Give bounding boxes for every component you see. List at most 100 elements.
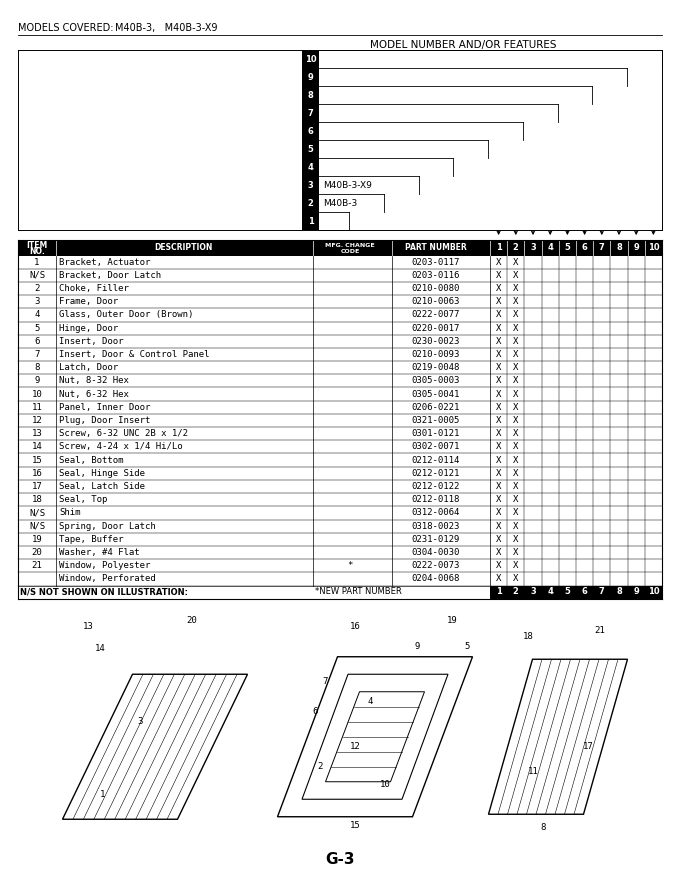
Text: X: X <box>496 535 501 544</box>
Text: 9: 9 <box>307 72 313 82</box>
Text: Glass, Outer Door (Brown): Glass, Outer Door (Brown) <box>59 311 193 320</box>
Text: 5: 5 <box>307 144 313 153</box>
Text: 8: 8 <box>307 91 313 100</box>
Text: 6: 6 <box>312 708 318 716</box>
Text: 0203-0116: 0203-0116 <box>412 271 460 279</box>
Text: 2: 2 <box>513 587 519 596</box>
Text: 1: 1 <box>496 243 502 252</box>
Text: MODELS COVERED:: MODELS COVERED: <box>18 23 114 33</box>
Text: 0321-0005: 0321-0005 <box>412 416 460 425</box>
Text: 7: 7 <box>599 243 605 252</box>
Text: Frame, Door: Frame, Door <box>59 297 118 306</box>
Text: MFG. CHANGE: MFG. CHANGE <box>325 243 375 247</box>
Text: 0222-0077: 0222-0077 <box>412 311 460 320</box>
Text: 0305-0003: 0305-0003 <box>412 376 460 385</box>
Text: X: X <box>513 403 518 412</box>
Text: 3: 3 <box>137 717 143 726</box>
Text: 5: 5 <box>564 243 571 252</box>
Text: X: X <box>496 562 501 570</box>
Text: X: X <box>513 350 518 359</box>
Text: 0318-0023: 0318-0023 <box>412 522 460 530</box>
Text: 0305-0041: 0305-0041 <box>412 390 460 399</box>
Text: 0301-0121: 0301-0121 <box>412 429 460 438</box>
Text: X: X <box>496 574 501 584</box>
Text: X: X <box>513 495 518 505</box>
Text: X: X <box>513 548 518 557</box>
Text: 4: 4 <box>367 697 373 707</box>
Text: X: X <box>496 522 501 530</box>
Bar <box>490 586 662 598</box>
Text: X: X <box>513 429 518 438</box>
Text: 9: 9 <box>414 642 420 651</box>
Text: X: X <box>496 390 501 399</box>
Text: 3: 3 <box>530 587 536 596</box>
Text: X: X <box>513 271 518 279</box>
Text: 16: 16 <box>32 469 42 478</box>
Text: Hinge, Door: Hinge, Door <box>59 324 118 333</box>
Text: X: X <box>496 311 501 320</box>
Text: Seal, Bottom: Seal, Bottom <box>59 456 124 465</box>
Text: Tape, Buffer: Tape, Buffer <box>59 535 124 544</box>
Text: 8: 8 <box>616 243 622 252</box>
Text: X: X <box>496 297 501 306</box>
Text: Seal, Latch Side: Seal, Latch Side <box>59 482 145 491</box>
Text: N/S NOT SHOWN ON ILLUSTRATION:: N/S NOT SHOWN ON ILLUSTRATION: <box>20 587 188 596</box>
Text: 3: 3 <box>34 297 39 306</box>
Text: 9: 9 <box>633 587 639 596</box>
Text: X: X <box>513 469 518 478</box>
Text: X: X <box>513 363 518 372</box>
Text: Latch, Door: Latch, Door <box>59 363 118 372</box>
Text: 7: 7 <box>34 350 39 359</box>
Text: 15: 15 <box>350 821 360 829</box>
Text: MODEL NUMBER AND/OR FEATURES: MODEL NUMBER AND/OR FEATURES <box>370 40 556 50</box>
Text: 17: 17 <box>583 742 594 751</box>
Text: 2: 2 <box>34 284 39 293</box>
Text: X: X <box>496 548 501 557</box>
Text: 14: 14 <box>95 644 105 653</box>
Text: X: X <box>496 271 501 279</box>
Text: Insert, Door: Insert, Door <box>59 336 124 346</box>
Text: 8: 8 <box>541 822 545 831</box>
Text: 20: 20 <box>186 616 197 625</box>
Text: Seal, Hinge Side: Seal, Hinge Side <box>59 469 145 478</box>
Text: N/S: N/S <box>29 522 45 530</box>
Text: 0304-0030: 0304-0030 <box>412 548 460 557</box>
Text: 4: 4 <box>307 163 313 172</box>
Text: 9: 9 <box>633 243 639 252</box>
Text: ITEM: ITEM <box>27 240 48 249</box>
Text: 11: 11 <box>528 767 539 776</box>
Text: 21: 21 <box>32 562 42 570</box>
Text: 0212-0118: 0212-0118 <box>412 495 460 505</box>
Text: 0210-0063: 0210-0063 <box>412 297 460 306</box>
Text: 12: 12 <box>350 742 360 751</box>
Text: Screw, 4-24 x 1/4 Hi/Lo: Screw, 4-24 x 1/4 Hi/Lo <box>59 442 183 451</box>
Text: 1: 1 <box>307 216 313 225</box>
Text: NO.: NO. <box>29 247 45 255</box>
Text: G-3: G-3 <box>325 853 355 868</box>
Text: 0212-0122: 0212-0122 <box>412 482 460 491</box>
Text: X: X <box>513 522 518 530</box>
Text: 8: 8 <box>34 363 39 372</box>
Text: Shim: Shim <box>59 508 80 517</box>
Text: 12: 12 <box>32 416 42 425</box>
Text: X: X <box>496 416 501 425</box>
Text: X: X <box>496 429 501 438</box>
Text: 2: 2 <box>318 762 323 772</box>
Text: X: X <box>496 495 501 505</box>
Text: Screw, 6-32 UNC 2B x 1/2: Screw, 6-32 UNC 2B x 1/2 <box>59 429 188 438</box>
Text: 18: 18 <box>523 632 533 641</box>
Text: X: X <box>496 376 501 385</box>
Text: X: X <box>496 324 501 333</box>
Text: 5: 5 <box>564 587 571 596</box>
Text: 13: 13 <box>32 429 42 438</box>
Text: X: X <box>513 456 518 465</box>
Text: Panel, Inner Door: Panel, Inner Door <box>59 403 150 412</box>
Text: X: X <box>513 482 518 491</box>
Text: 0302-0071: 0302-0071 <box>412 442 460 451</box>
Text: *: * <box>347 562 353 570</box>
Text: 0204-0068: 0204-0068 <box>412 574 460 584</box>
Text: Choke, Filler: Choke, Filler <box>59 284 129 293</box>
Text: 0230-0023: 0230-0023 <box>412 336 460 346</box>
Text: Plug, Door Insert: Plug, Door Insert <box>59 416 150 425</box>
Text: X: X <box>496 456 501 465</box>
